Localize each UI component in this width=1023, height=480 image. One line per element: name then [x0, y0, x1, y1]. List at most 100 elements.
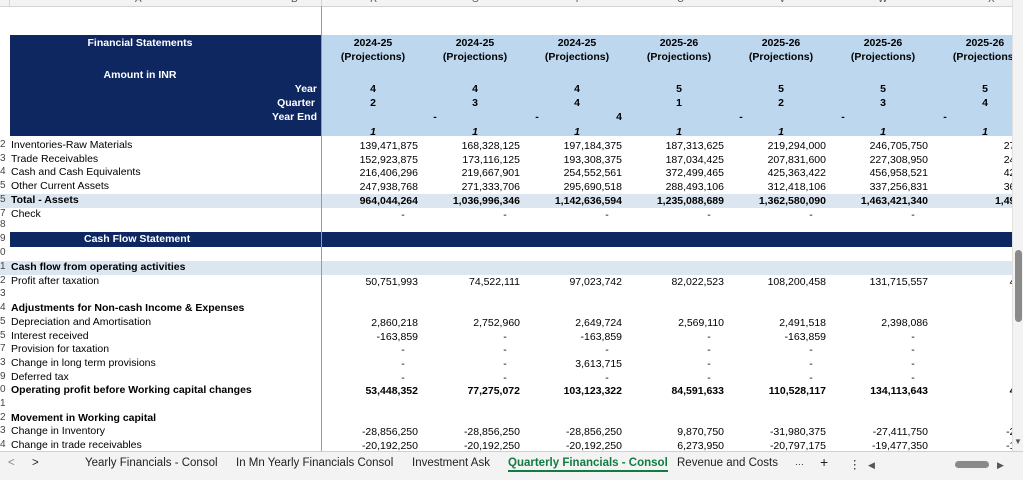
projection-label: (Projections) [646, 51, 712, 63]
table-row[interactable]: 5 Total - Assets 964,044,264 1,036,996,346 1… [0, 193, 1012, 208]
column-letter[interactable]: V [779, 0, 786, 5]
table-row[interactable]: 2 Profit after taxation 50,751,993 74,522,1… [0, 275, 1012, 289]
cell-value: 131,715,557 [869, 275, 928, 288]
table-row[interactable]: 3 Change in Inventory -28,856,250 -28,856,2… [0, 425, 1012, 439]
table-row[interactable]: 5 Other Current Assets 247,938,768 271,333,… [0, 180, 1012, 194]
cell-value: 84,591,633 [671, 385, 724, 398]
column-letter[interactable]: W [878, 0, 887, 5]
cell-value: -19,477,350 [871, 440, 928, 451]
tab-in-mn-yearly-financials-consol[interactable]: In Mn Yearly Financials Consol [236, 457, 394, 469]
table-row[interactable]: 2 Movement in Working capital [0, 412, 1012, 426]
column-letter[interactable]: S [472, 0, 479, 5]
cell-value: - [503, 371, 507, 384]
tab-nav-prev-icon[interactable]: < [8, 457, 15, 469]
cell-value: 1,463,421,340 [860, 194, 928, 207]
projection-label: (Projections) [544, 51, 610, 63]
vertical-scrollbar[interactable]: ▼ [1012, 0, 1023, 451]
table-row[interactable]: 7 Provision for taxation - - - - - - [0, 343, 1012, 357]
more-tabs-icon[interactable]: ··· [795, 459, 804, 469]
add-sheet-icon[interactable]: + [820, 454, 829, 470]
projection-label: (Projections) [340, 51, 406, 63]
projection-label: (Projections) [442, 51, 508, 63]
cell-value: 44,9 [930, 276, 1012, 288]
cell-value: 139,471,875 [359, 140, 418, 152]
cell-value: 152,923,875 [359, 153, 418, 166]
scroll-left-icon[interactable]: ◀ [868, 460, 875, 470]
spreadsheet-grid[interactable]: A B R S T U V W X Financial Statements A… [0, 0, 1012, 451]
scroll-right-icon[interactable]: ▶ [997, 460, 1004, 470]
cell-value: 288,493,106 [665, 181, 724, 194]
table-row[interactable]: 4 Cash and Cash Equivalents 216,406,296 219… [0, 166, 1012, 180]
tab-nav-next-icon[interactable]: > [32, 457, 39, 469]
row-label: Profit after taxation [11, 274, 100, 287]
table-row[interactable]: 9 Deferred tax - - - - - - [0, 371, 1012, 385]
table-row[interactable]: 5 Depreciation and Amortisation 2,860,218 2… [0, 316, 1012, 330]
year-label: Year [294, 83, 317, 95]
flag-value: 1 [676, 126, 682, 138]
cell-value: 372,499,465 [665, 167, 724, 180]
amount-in-inr-label: Amount in INR [103, 69, 177, 81]
table-row[interactable]: 4 Adjustments for Non-cash Income & Expen… [0, 302, 1012, 316]
cell-value: -27,4 [1006, 426, 1012, 439]
table-row[interactable]: 3 Change in long term provisions - - 3,613,7… [0, 357, 1012, 371]
table-row[interactable]: 7 Check - - - - - - [0, 208, 1012, 222]
cell-value: -20,192,250 [565, 440, 622, 451]
sheet-tab-bar: < > Yearly Financials - Consol In Mn Yea… [0, 451, 1023, 480]
row-number: 1 [0, 261, 6, 272]
cell-value: - [809, 208, 813, 221]
cell-value: 6,273,950 [677, 440, 724, 451]
row-number: 2 [0, 139, 6, 150]
vertical-scroll-thumb[interactable] [1015, 250, 1022, 322]
column-letter[interactable]: T [574, 0, 580, 5]
year-value: 5 [676, 83, 682, 95]
horizontal-scroll-thumb[interactable] [955, 461, 989, 468]
year-value: 5 [982, 83, 988, 95]
tab-quarterly-financials-consol[interactable]: Quarterly Financials - Consol [508, 457, 668, 472]
row-number: 7 [0, 343, 6, 355]
row-label: Cash and Cash Equivalents [11, 166, 141, 179]
cell-value: - [605, 208, 609, 221]
table-row[interactable]: 2 Inventories-Raw Materials 139,471,875 168… [0, 139, 1012, 153]
row-label: Interest received [11, 329, 89, 342]
year-value: 4 [574, 83, 580, 95]
cell-value: 103,123,322 [563, 385, 622, 398]
cell-value: 2,491,518 [779, 316, 826, 329]
row-number: 5 [0, 329, 6, 341]
column-letter[interactable]: U [677, 0, 684, 5]
row-number: 1 [0, 398, 6, 409]
row-number: 4 [0, 166, 6, 178]
cell-value: 274,1 [1003, 140, 1012, 152]
table-row[interactable]: 5 Interest received -163,859 - -163,859 - -163… [0, 330, 1012, 344]
flag-value: 1 [472, 126, 478, 138]
cell-value: -28,856,250 [361, 426, 418, 439]
cell-value: 173,116,125 [462, 153, 520, 166]
row-label: Depreciation and Amortisation [11, 315, 152, 328]
table-row[interactable]: 1 [0, 398, 1012, 412]
year-end-value: - [739, 111, 743, 123]
table-row[interactable]: 0 Operating profit before Working capital… [0, 384, 1012, 398]
tab-options-icon[interactable]: ⋮ [849, 459, 861, 471]
scroll-down-icon[interactable]: ▼ [1014, 437, 1022, 446]
cell-value: - [911, 344, 915, 357]
cell-value: 456,958,521 [869, 167, 928, 180]
table-row[interactable]: 3 [0, 288, 1012, 302]
column-letter[interactable]: B [291, 0, 298, 5]
tab-yearly-financials-consol[interactable]: Yearly Financials - Consol [85, 457, 218, 469]
row-label: Other Current Assets [11, 180, 110, 193]
row-number: 5 [0, 180, 6, 192]
column-letter[interactable]: X [988, 0, 995, 5]
table-row[interactable]: 3 Trade Receivables 152,923,875 173,116,125… [0, 153, 1012, 167]
quarter-label: Quarter [277, 97, 315, 109]
table-row[interactable]: 1 Cash flow from operating activities [0, 261, 1012, 275]
cell-value: -28,856,250 [463, 426, 520, 439]
cell-value: - [809, 357, 813, 370]
tab-investment-ask[interactable]: Investment Ask [412, 457, 490, 469]
column-letter[interactable]: R [370, 0, 377, 5]
column-letter[interactable]: A [135, 0, 142, 5]
tab-revenue-and-costs[interactable]: Revenue and Costs [677, 457, 779, 469]
table-row[interactable]: 4 Change in trade receivables -20,192,250 -… [0, 439, 1012, 451]
cell-value: -20,797,175 [769, 440, 826, 451]
cell-value: -163,859 [376, 330, 418, 343]
cell-value: 422,6 [1003, 167, 1012, 180]
cell-value: - [809, 371, 813, 384]
